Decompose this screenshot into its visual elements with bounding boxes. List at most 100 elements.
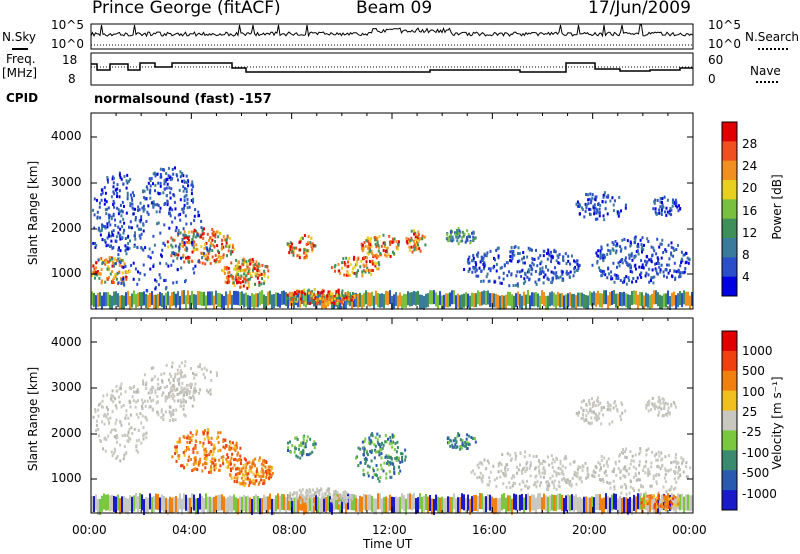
power-cell [111, 261, 114, 265]
power-cell [119, 237, 122, 241]
power-cell [93, 226, 96, 230]
power-cell [247, 281, 250, 285]
power-cell [489, 269, 492, 273]
power-cell [335, 290, 338, 294]
velocity-cell [157, 377, 160, 381]
power-cell [226, 281, 229, 285]
power-cell [535, 248, 537, 252]
power-cell [228, 270, 231, 274]
power-cell [633, 256, 636, 260]
power-cell [660, 213, 663, 216]
power-cell [205, 241, 208, 245]
velocity-cell [519, 463, 521, 467]
xtick-2: 08:00 [272, 523, 307, 537]
power-cell [391, 240, 394, 244]
velocity-cell [169, 390, 172, 394]
power-ground-band [673, 291, 675, 306]
power-cell [166, 177, 169, 181]
velocity-cell [664, 480, 667, 484]
velocity-cell [204, 447, 207, 451]
velocity-cell [448, 440, 450, 444]
velocity-cell [644, 502, 647, 506]
power-cell [449, 235, 451, 239]
power-cell [247, 271, 250, 275]
velocity-cell [219, 464, 222, 468]
power-cell [375, 267, 378, 271]
power-ground-band [459, 295, 461, 310]
power-cell [583, 215, 586, 219]
power-cell [185, 249, 188, 252]
velocity-cell [674, 470, 677, 474]
velocity-cell [213, 464, 216, 468]
power-cell [205, 246, 208, 250]
power-cell [384, 242, 387, 246]
velocity-ground-band [587, 497, 589, 514]
power-cell [375, 253, 378, 257]
velocity-cell [501, 453, 504, 457]
power-cell [681, 271, 684, 275]
velocity-cell [622, 448, 624, 452]
power-cell [383, 244, 386, 248]
power-cell [258, 269, 261, 273]
power-cell [675, 270, 678, 274]
velocity-cell [230, 456, 233, 460]
power-cell [347, 297, 350, 301]
velocity-cell [666, 413, 669, 417]
velocity-cell [599, 478, 602, 481]
velocity-cell [539, 484, 541, 488]
power-cell [475, 268, 478, 272]
power-ground-band [161, 293, 163, 308]
velocity-ground-band [671, 493, 673, 510]
power-cell [187, 230, 190, 234]
nave-dots [756, 81, 778, 83]
power-ground-band [545, 295, 547, 310]
velocity-ground-band [355, 495, 357, 512]
power-cell [389, 240, 392, 244]
power-cell [363, 256, 366, 260]
velocity-cell [630, 480, 633, 484]
velocity-cell [346, 499, 349, 503]
velocity-cell [110, 450, 113, 454]
velocity-cell [229, 474, 232, 477]
velocity-ground-band [679, 494, 681, 511]
power-cell [351, 295, 354, 298]
velocity-cell [673, 402, 676, 406]
power-cell [188, 205, 191, 209]
power-ground-band [209, 291, 211, 306]
velocity-cell [480, 461, 483, 465]
velocity-ground-band [599, 494, 601, 511]
velocity-cell [312, 494, 315, 498]
power-cell [299, 290, 302, 294]
power-cell [356, 260, 359, 264]
power-cell [522, 251, 525, 254]
power-cell [234, 277, 237, 281]
power-cell [170, 254, 173, 258]
velocity-ground-band [179, 493, 181, 510]
velocity-cell [600, 422, 603, 426]
power-cell [629, 270, 632, 273]
velocity-cell [345, 500, 347, 504]
velocity-ground-band [295, 497, 297, 514]
power-cell [239, 276, 242, 280]
power-ground-band [273, 294, 275, 309]
power-cell [169, 214, 172, 218]
power-cell [661, 203, 664, 207]
velocity-cell [569, 479, 572, 483]
power-cell [348, 274, 351, 277]
power-cell [305, 254, 308, 258]
power-ground-band [639, 291, 641, 306]
velocity-ground-band [243, 494, 245, 511]
power-ground-band [473, 293, 475, 308]
power-cell [569, 262, 571, 266]
velocity-cell [672, 487, 675, 491]
power-cell [121, 225, 124, 229]
power-cell [111, 278, 114, 282]
velocity-cell [162, 391, 165, 395]
power-cell [180, 244, 183, 248]
power-ground-band [147, 294, 149, 309]
power-ground-band [287, 294, 289, 309]
power-cell [591, 263, 594, 267]
velocity-cell [312, 488, 314, 492]
power-cell [396, 247, 399, 251]
power-cell [677, 268, 680, 272]
